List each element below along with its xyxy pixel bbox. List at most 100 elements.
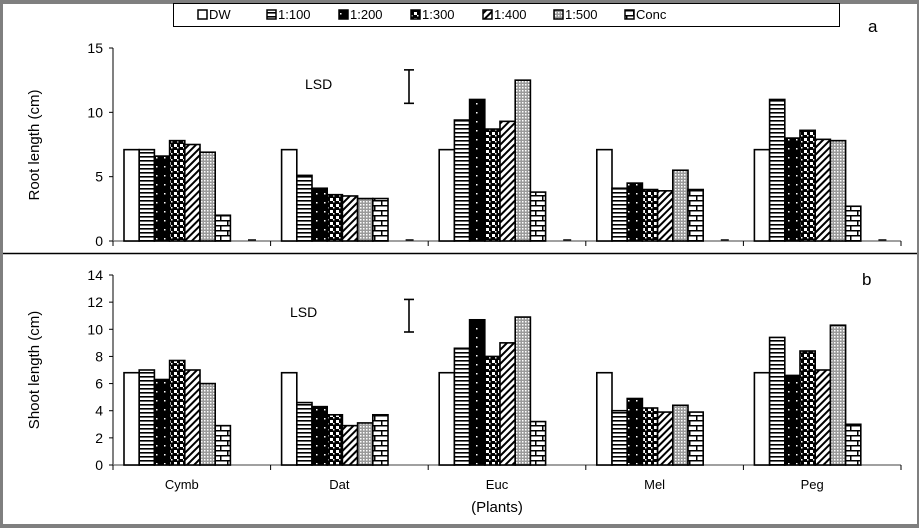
bar-1-400-peg — [814, 369, 832, 466]
lsd-error-bar — [404, 298, 414, 333]
bar-1-100-cymb — [138, 369, 156, 466]
bar-1-500-cymb — [199, 382, 216, 466]
y-tick-label: 0 — [95, 233, 103, 249]
bar-1-400-euc — [499, 342, 516, 466]
legend-swatch — [553, 9, 564, 20]
bar-1-200-euc — [468, 318, 486, 466]
bar-1-400-dat — [341, 195, 359, 242]
bar-DW-peg — [753, 371, 771, 466]
bar-1-100-euc — [453, 347, 471, 466]
bar-1-300-mel — [641, 407, 659, 466]
bar-1-500-mel — [671, 169, 689, 242]
bar-1-400-dat — [341, 424, 359, 466]
bar-1-500-mel — [671, 404, 689, 466]
bar-1-100-cymb — [138, 148, 156, 242]
lsd-label-b: LSD — [290, 304, 317, 320]
x-tick-label: Dat — [329, 477, 350, 492]
legend-entry: 1:400 — [482, 7, 527, 22]
bar-Conc-dat — [371, 413, 389, 466]
bar-1-300-cymb — [168, 139, 186, 242]
y-tick-label: 6 — [95, 376, 103, 392]
bar-1-400-cymb — [184, 369, 201, 466]
bar-1-200-cymb — [153, 378, 171, 466]
bar-DW-mel — [595, 371, 613, 466]
bar-1-100-mel — [611, 409, 628, 466]
x-tick-label: Peg — [801, 477, 824, 492]
bar-DW-euc — [438, 148, 456, 242]
bar-1-200-dat — [311, 187, 328, 242]
legend-entry: 1:500 — [553, 7, 598, 22]
plot-panel-a: 0 5 10 15 — [87, 40, 902, 249]
bar-1-100-peg — [768, 336, 786, 466]
bar-1-200-dat — [311, 405, 328, 466]
x-tick-label: Cymb — [165, 477, 199, 492]
lsd-label-a: LSD — [305, 76, 332, 92]
x-tick-label: Euc — [486, 477, 509, 492]
bar-1-500-peg — [829, 324, 847, 466]
lsd-error-bar — [404, 69, 414, 105]
bar-Conc-cymb — [214, 424, 232, 466]
y-axis-label-root: Root length (cm) — [26, 90, 43, 201]
y-axis-label-shoot: Shoot length (cm) — [26, 311, 43, 429]
bar-1-300-cymb — [168, 359, 186, 466]
bar-Conc-peg — [844, 423, 862, 466]
bar-1-500-dat — [356, 197, 374, 242]
bar-1-300-dat — [326, 413, 344, 466]
y-tick-label: 14 — [87, 267, 103, 283]
legend-entry: 1:300 — [410, 7, 455, 22]
legend-label: Conc — [636, 7, 667, 22]
panel-label-b: b — [862, 270, 871, 289]
y-tick-label: 8 — [95, 348, 103, 364]
legend-swatch — [266, 9, 277, 20]
bar-DW-dat — [280, 148, 298, 242]
bar-1-400-euc — [499, 120, 516, 242]
bar-1-100-dat — [295, 401, 313, 466]
legend-label: 1:500 — [565, 7, 598, 22]
legend-label: 1:300 — [422, 7, 455, 22]
bar-DW-peg — [753, 148, 771, 242]
legend-swatch — [197, 9, 208, 20]
bar-1-300-euc — [483, 355, 501, 466]
y-tick-label: 4 — [95, 403, 103, 419]
bar-1-100-dat — [295, 174, 313, 242]
y-tick-label: 15 — [87, 40, 103, 56]
x-axis-label: (Plants) — [471, 499, 523, 516]
bar-DW-cymb — [123, 371, 140, 466]
legend-swatch — [338, 9, 349, 20]
y-tick-label: 12 — [87, 294, 103, 310]
bar-Conc-euc — [529, 191, 547, 242]
bar-1-400-mel — [656, 411, 674, 466]
bar-1-100-euc — [453, 119, 471, 242]
legend-label: 1:100 — [278, 7, 311, 22]
bar-DW-cymb — [123, 148, 140, 242]
bar-1-400-mel — [656, 190, 674, 242]
bar-1-300-mel — [641, 188, 659, 242]
bar-1-200-euc — [468, 98, 486, 242]
bar-1-200-cymb — [153, 155, 171, 242]
bar-1-500-dat — [356, 422, 374, 466]
bar-DW-dat — [280, 371, 298, 466]
x-tick-label: Mel — [644, 477, 665, 492]
legend: DW 1:100 1:200 1:300 1:400 1:500 Conc — [173, 3, 840, 27]
bar-1-400-cymb — [184, 143, 201, 242]
legend-entry: DW — [197, 7, 231, 22]
bar-1-100-mel — [611, 187, 628, 242]
y-tick-label: 2 — [95, 430, 103, 446]
bar-1-300-peg — [799, 350, 816, 466]
bar-1-500-peg — [829, 139, 847, 242]
bar-Conc-mel — [687, 411, 704, 466]
y-tick-label: 5 — [95, 169, 103, 185]
bar-DW-euc — [438, 371, 456, 466]
bar-Conc-dat — [371, 197, 389, 242]
bar-DW-mel — [595, 148, 613, 242]
bar-1-300-euc — [483, 128, 501, 242]
legend-label: DW — [209, 7, 231, 22]
bar-1-500-euc — [514, 79, 532, 242]
legend-label: 1:200 — [350, 7, 383, 22]
bar-1-200-peg — [783, 374, 801, 466]
bar-1-400-peg — [814, 138, 832, 242]
bar-Conc-mel — [687, 188, 704, 242]
legend-label: 1:400 — [494, 7, 527, 22]
bar-1-300-dat — [326, 193, 344, 242]
